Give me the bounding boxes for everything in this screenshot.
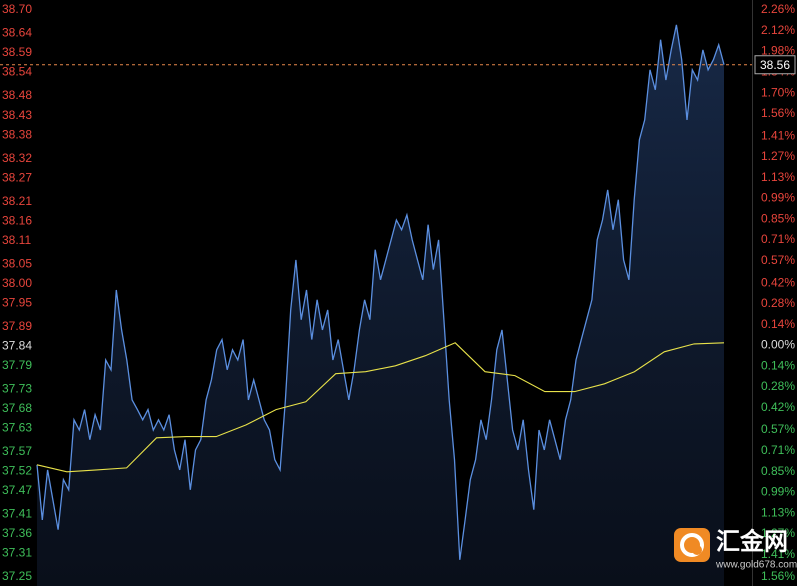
y-tick-label: 37.57: [2, 444, 32, 458]
y-tick-label: 37.89: [2, 319, 32, 333]
logo-ring: [680, 533, 704, 557]
y2-tick-label: 0.42%: [761, 400, 795, 414]
y-tick-label: 37.52: [2, 464, 32, 478]
y-tick-label: 37.84: [2, 338, 32, 352]
y2-tick-label: 2.12%: [761, 23, 795, 37]
y2-tick-label: 1.41%: [761, 547, 795, 561]
y2-tick-label: 0.14%: [761, 358, 795, 372]
y2-tick-label: 0.85%: [761, 464, 795, 478]
y-tick-label: 38.16: [2, 213, 32, 227]
y-tick-label: 38.64: [2, 26, 32, 40]
price-line: [36, 24, 725, 560]
y2-tick-label: 1.70%: [761, 85, 795, 99]
y2-tick-label: 0.28%: [761, 379, 795, 393]
y-tick-label: 37.36: [2, 526, 32, 540]
average-line: [36, 342, 725, 473]
y-tick-label: 38.21: [2, 194, 32, 208]
last-price-label: 38.56: [760, 58, 790, 72]
y2-tick-label: 0.99%: [761, 485, 795, 499]
y-tick-label: 38.43: [2, 108, 32, 122]
y2-tick-label: 0.71%: [761, 232, 795, 246]
y2-tick-label: 1.56%: [761, 569, 795, 583]
y-tick-label: 38.38: [2, 127, 32, 141]
y2-tick-label: 0.99%: [761, 191, 795, 205]
y-tick-label: 37.95: [2, 295, 32, 309]
watermark-brand: 汇金网: [716, 527, 788, 555]
logo-icon: [674, 528, 710, 562]
y-tick-label: 37.41: [2, 507, 32, 521]
y2-tick-label: 1.41%: [761, 128, 795, 142]
y2-tick-label: 1.13%: [761, 505, 795, 519]
y-tick-label: 38.70: [2, 2, 32, 16]
y-tick-label: 37.79: [2, 358, 32, 372]
watermark: 汇金网 www.gold678.com: [674, 527, 797, 571]
y2-tick-label: 1.56%: [761, 106, 795, 120]
y2-tick-label: 1.13%: [761, 170, 795, 184]
last-price-box: [754, 55, 796, 75]
y2-tick-label: 2.26%: [761, 2, 795, 16]
y2-tick-label: 0.71%: [761, 443, 795, 457]
y-tick-label: 37.68: [2, 401, 32, 415]
y-tick-label: 38.11: [2, 233, 31, 247]
y2-tick-label: 1.27%: [761, 149, 795, 163]
y2-tick-label: 1.98%: [761, 44, 795, 58]
y-tick-label: 37.47: [2, 483, 32, 497]
y-tick-label: 38.48: [2, 88, 32, 102]
y-tick-label: 38.54: [2, 65, 32, 79]
y2-tick-label: 0.57%: [761, 422, 795, 436]
y2-tick-label: 1.27%: [761, 526, 795, 540]
watermark-url: www.gold678.com: [715, 560, 797, 571]
y2-tick-label: 0.57%: [761, 253, 795, 267]
y-tick-label: 37.73: [2, 381, 32, 395]
y-tick-label: 38.32: [2, 151, 32, 165]
y-tick-label: 38.59: [2, 45, 32, 59]
logo-dot: [692, 545, 702, 555]
y-tick-label: 37.63: [2, 421, 32, 435]
y2-tick-label: 0.14%: [761, 317, 795, 331]
y-tick-label: 38.05: [2, 256, 32, 270]
price-area: [37, 24, 724, 586]
y-tick-label: 38.00: [2, 276, 32, 290]
y2-tick-label: 0.42%: [761, 275, 795, 289]
y2-tick-label: 0.28%: [761, 296, 795, 310]
y2-tick-label: 0.00%: [761, 338, 795, 352]
y2-tick-label: 0.85%: [761, 211, 795, 225]
y-tick-label: 37.31: [2, 546, 32, 560]
y-tick-label: 37.25: [2, 569, 32, 583]
y-tick-label: 38.27: [2, 170, 32, 184]
